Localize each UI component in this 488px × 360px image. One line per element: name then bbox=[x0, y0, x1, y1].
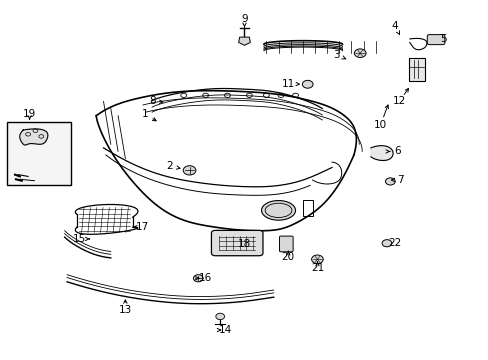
Circle shape bbox=[385, 178, 394, 185]
FancyBboxPatch shape bbox=[427, 35, 444, 45]
Circle shape bbox=[302, 80, 312, 88]
Text: 11: 11 bbox=[281, 78, 294, 89]
Circle shape bbox=[381, 240, 391, 247]
Text: 9: 9 bbox=[241, 14, 247, 24]
Text: 1: 1 bbox=[141, 109, 148, 119]
FancyBboxPatch shape bbox=[279, 236, 292, 252]
Polygon shape bbox=[238, 37, 250, 45]
Text: 17: 17 bbox=[136, 222, 149, 232]
Text: 22: 22 bbox=[388, 238, 401, 248]
Text: 10: 10 bbox=[373, 120, 386, 130]
Text: 15: 15 bbox=[72, 234, 85, 244]
Text: 16: 16 bbox=[199, 273, 212, 283]
FancyBboxPatch shape bbox=[211, 230, 263, 256]
FancyBboxPatch shape bbox=[408, 58, 425, 81]
Text: 13: 13 bbox=[119, 305, 132, 315]
Text: 12: 12 bbox=[392, 96, 405, 107]
Circle shape bbox=[215, 313, 224, 320]
Polygon shape bbox=[20, 129, 48, 145]
Text: 18: 18 bbox=[237, 239, 251, 249]
Circle shape bbox=[354, 49, 366, 58]
Circle shape bbox=[193, 275, 203, 282]
Circle shape bbox=[311, 255, 323, 264]
Text: 3: 3 bbox=[333, 50, 340, 60]
Text: 20: 20 bbox=[281, 252, 294, 262]
FancyBboxPatch shape bbox=[7, 122, 71, 185]
Text: 4: 4 bbox=[391, 21, 398, 31]
Text: 14: 14 bbox=[218, 325, 231, 335]
Text: 6: 6 bbox=[393, 147, 400, 157]
Circle shape bbox=[183, 166, 196, 175]
Text: 5: 5 bbox=[440, 34, 446, 44]
Text: 7: 7 bbox=[396, 175, 403, 185]
Text: 21: 21 bbox=[310, 262, 324, 273]
Text: 2: 2 bbox=[165, 161, 172, 171]
Text: 19: 19 bbox=[23, 109, 36, 119]
Polygon shape bbox=[370, 146, 392, 161]
Bar bbox=[302, 200, 312, 216]
Text: 8: 8 bbox=[148, 96, 155, 107]
Ellipse shape bbox=[261, 201, 295, 220]
